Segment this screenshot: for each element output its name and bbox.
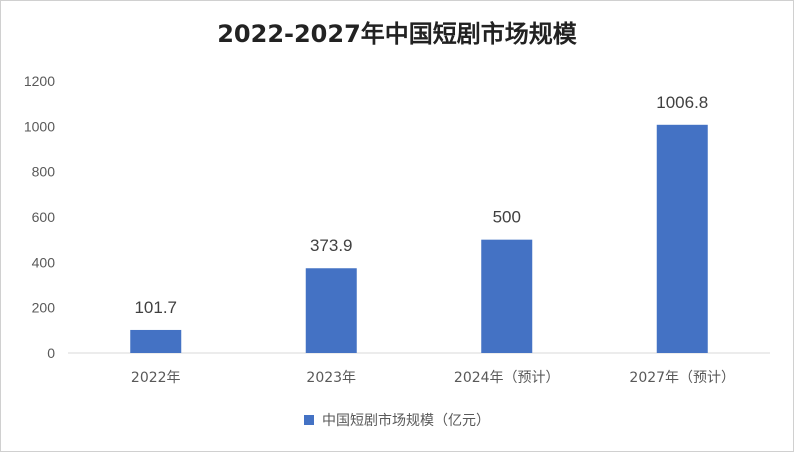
y-tick-label: 0	[47, 345, 55, 361]
y-tick-label: 800	[32, 164, 56, 180]
legend: 中国短剧市场规模（亿元）	[0, 410, 794, 430]
data-label: 500	[493, 208, 521, 227]
data-label: 1006.8	[656, 93, 708, 112]
chart-title: 2022-2027年中国短剧市场规模	[217, 20, 577, 48]
bar	[481, 239, 533, 353]
y-tick-label: 600	[32, 209, 56, 225]
data-label: 101.7	[134, 298, 177, 317]
x-tick-label: 2024年（预计）	[454, 370, 560, 386]
legend-swatch	[304, 415, 314, 425]
y-tick-label: 200	[32, 300, 56, 316]
bar	[130, 329, 182, 353]
y-tick-label: 1200	[24, 73, 55, 89]
y-tick-label: 1000	[24, 118, 55, 134]
bar	[305, 268, 357, 353]
x-tick-label: 2023年	[306, 370, 356, 386]
legend-label: 中国短剧市场规模（亿元）	[322, 413, 490, 429]
x-tick-label: 2022年	[131, 370, 181, 386]
y-tick-label: 400	[32, 254, 56, 270]
x-tick-label: 2027年（预计）	[629, 370, 735, 386]
bar	[656, 124, 708, 354]
data-label: 373.9	[310, 236, 353, 255]
